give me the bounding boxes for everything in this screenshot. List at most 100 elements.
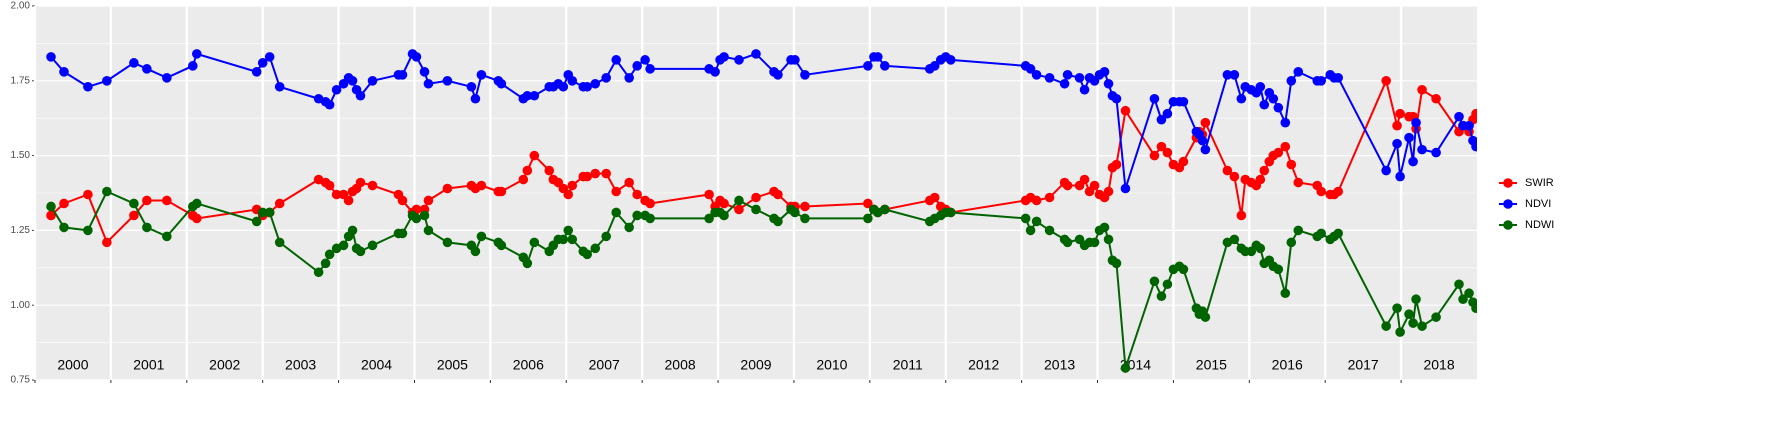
data-point bbox=[476, 180, 487, 191]
data-point bbox=[1162, 108, 1173, 119]
data-point bbox=[1417, 321, 1427, 331]
data-point bbox=[1273, 264, 1284, 275]
data-point bbox=[251, 67, 262, 77]
data-point bbox=[863, 198, 873, 209]
data-point bbox=[331, 189, 342, 200]
data-point bbox=[1273, 147, 1284, 158]
data-point bbox=[611, 207, 622, 218]
data-point bbox=[192, 213, 202, 224]
data-point bbox=[601, 231, 611, 242]
data-point bbox=[46, 52, 56, 62]
data-point bbox=[1079, 84, 1090, 95]
data-point bbox=[719, 198, 729, 209]
data-point bbox=[1229, 70, 1240, 80]
data-point bbox=[529, 237, 540, 248]
data-point bbox=[1079, 174, 1090, 185]
data-point bbox=[83, 189, 93, 200]
data-point bbox=[1316, 76, 1326, 86]
data-point bbox=[800, 213, 810, 224]
data-point bbox=[790, 55, 800, 65]
data-point bbox=[1044, 225, 1055, 236]
data-point bbox=[710, 67, 720, 77]
data-point bbox=[1236, 210, 1247, 221]
data-point bbox=[529, 90, 540, 101]
data-point bbox=[1229, 234, 1240, 245]
data-point bbox=[347, 225, 358, 236]
data-point bbox=[1464, 288, 1474, 299]
data-point bbox=[751, 192, 761, 203]
data-point bbox=[470, 93, 481, 104]
data-point bbox=[192, 49, 202, 59]
data-point bbox=[46, 201, 56, 212]
year-label: 2000 bbox=[57, 357, 88, 373]
data-point bbox=[1431, 147, 1441, 158]
data-point bbox=[423, 225, 434, 236]
data-point bbox=[1333, 73, 1343, 83]
data-point bbox=[1259, 165, 1270, 176]
data-point bbox=[274, 198, 285, 209]
data-point bbox=[1120, 105, 1131, 116]
data-point bbox=[773, 189, 783, 200]
year-label: 2006 bbox=[513, 357, 544, 373]
year-label: 2004 bbox=[361, 357, 392, 373]
data-point bbox=[162, 73, 172, 83]
data-point bbox=[331, 84, 342, 95]
data-point bbox=[496, 78, 507, 89]
data-point bbox=[343, 195, 354, 206]
data-point bbox=[129, 58, 139, 68]
data-point bbox=[1431, 93, 1441, 104]
data-point bbox=[601, 168, 611, 179]
data-point bbox=[423, 78, 434, 89]
data-point bbox=[397, 228, 408, 239]
data-point bbox=[1111, 258, 1122, 269]
data-point bbox=[1103, 78, 1114, 89]
y-tick-label: 0.75 bbox=[11, 375, 31, 386]
data-point bbox=[1417, 144, 1427, 155]
data-point bbox=[1404, 132, 1414, 143]
data-point bbox=[1156, 114, 1167, 125]
data-point bbox=[1236, 93, 1247, 104]
data-point bbox=[1280, 141, 1291, 152]
data-point bbox=[1381, 76, 1391, 86]
data-point bbox=[645, 213, 655, 224]
data-point bbox=[1255, 174, 1266, 185]
data-point bbox=[1025, 225, 1036, 236]
y-tick-label: 1.25 bbox=[11, 225, 31, 236]
data-point bbox=[632, 210, 642, 221]
year-label: 2005 bbox=[437, 357, 468, 373]
data-point bbox=[751, 49, 761, 59]
data-point bbox=[611, 186, 622, 197]
data-point bbox=[640, 55, 650, 65]
data-point bbox=[264, 52, 275, 62]
data-point bbox=[1031, 216, 1042, 227]
data-point bbox=[863, 61, 873, 71]
data-point bbox=[1089, 180, 1100, 191]
legend-label: NDWI bbox=[1525, 219, 1554, 231]
data-point bbox=[1454, 279, 1464, 290]
data-point bbox=[1120, 183, 1131, 194]
data-point bbox=[1286, 237, 1297, 248]
data-point bbox=[442, 183, 453, 194]
data-point bbox=[567, 76, 578, 86]
data-point bbox=[773, 216, 783, 227]
data-point bbox=[1293, 67, 1304, 77]
data-point bbox=[734, 204, 744, 215]
y-tick-label: 1.75 bbox=[11, 75, 31, 86]
year-label: 2016 bbox=[1272, 357, 1303, 373]
data-point bbox=[879, 61, 890, 71]
data-point bbox=[1222, 165, 1233, 176]
data-point bbox=[1062, 180, 1073, 191]
data-point bbox=[411, 52, 422, 62]
data-point bbox=[1044, 192, 1055, 203]
data-point bbox=[1268, 93, 1279, 104]
data-point bbox=[582, 81, 593, 92]
data-point bbox=[734, 55, 744, 65]
data-point bbox=[590, 243, 601, 254]
data-point bbox=[1031, 195, 1042, 206]
data-point bbox=[1031, 70, 1042, 80]
year-label: 2010 bbox=[816, 357, 847, 373]
data-point bbox=[1280, 117, 1291, 128]
year-label: 2008 bbox=[665, 357, 696, 373]
legend-key-point bbox=[1503, 199, 1513, 209]
